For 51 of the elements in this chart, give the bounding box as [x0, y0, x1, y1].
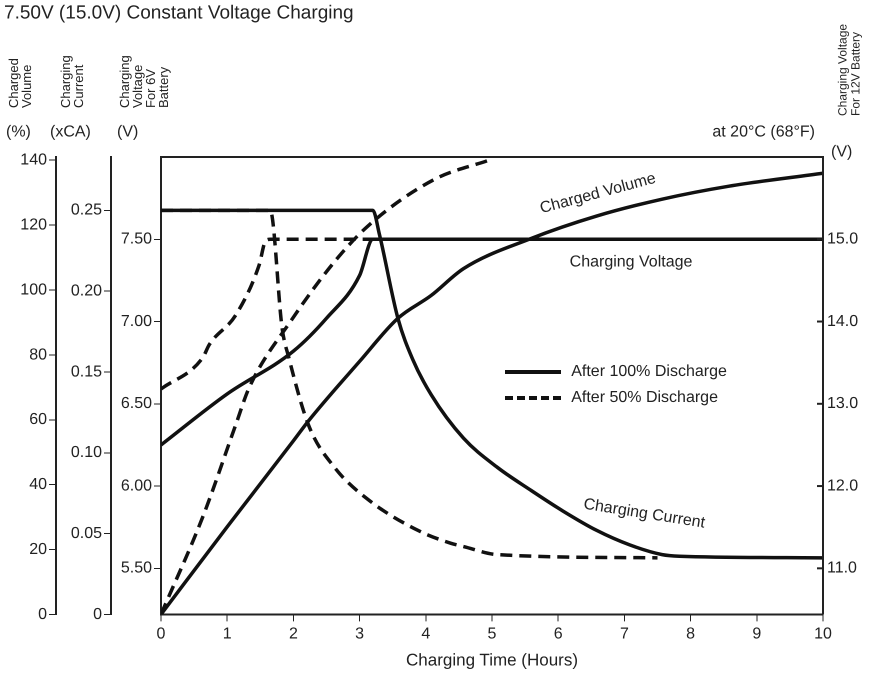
legend-label: After 100% Discharge [571, 362, 727, 381]
text: (xCA) [50, 123, 91, 140]
text: (%) [6, 123, 31, 140]
y3-tick-label: 0.20 [70, 282, 102, 300]
y-tick-label: 6.50 [120, 395, 152, 412]
y3-tick-label: 0.25 [70, 202, 102, 219]
text: (V) [831, 143, 852, 160]
y-tick-label: 7.00 [120, 312, 152, 330]
y2-tick-label: 0 [38, 606, 48, 623]
x-tick-label: 6 [554, 625, 563, 642]
legend-label: After 50% Discharge [571, 388, 718, 407]
annotation: Charged Volume [538, 170, 658, 218]
annotation: Charging Voltage [570, 254, 692, 271]
y3-tick-label: 0.15 [70, 363, 102, 380]
text: 15.0 [827, 230, 858, 248]
y2-tick-label: 80 [29, 346, 48, 364]
x-tick-label: 8 [686, 625, 696, 642]
text: Charging Voltage For 12V Battery [835, 24, 862, 116]
y2-tick-label: 60 [29, 411, 48, 428]
y3-axis-title: Charging Current [58, 55, 86, 108]
x-axis-title: Charging Time (Hours) [406, 650, 578, 670]
text: 11.0 [827, 560, 858, 577]
y2-tick-label: 20 [29, 540, 48, 558]
x-tick-label: 0 [156, 625, 166, 642]
x-tick-label: 7 [620, 625, 629, 642]
text: at 20°C (68°F) [712, 123, 815, 140]
text: (V) [117, 123, 138, 140]
x-tick-label: 3 [355, 625, 364, 642]
y2-axis-title: Charged Volume [6, 58, 34, 108]
x-tick-label: 5 [488, 625, 497, 642]
y-tick-label: 5.50 [120, 560, 152, 577]
y2-tick-label: 100 [20, 281, 48, 298]
x-tick-label: 4 [421, 625, 430, 642]
x-tick-label: 2 [288, 625, 298, 642]
y2-tick-label: 40 [29, 476, 48, 494]
y-tick-label: 6.00 [120, 477, 152, 494]
text: 12.0 [827, 477, 858, 494]
x-tick-label: 10 [814, 625, 832, 642]
text: 13.0 [827, 395, 858, 412]
y2-tick-label: 140 [20, 152, 48, 169]
y3-tick-label: 0.10 [70, 444, 102, 462]
chart-title: 7.50V (15.0V) Constant Voltage Charging [4, 2, 354, 24]
annotation: Charging Current [582, 496, 707, 532]
text: 14.0 [827, 312, 858, 330]
x-tick-label: 9 [752, 625, 762, 642]
y3-tick-label: 0 [93, 606, 102, 623]
y2-tick-label: 120 [20, 216, 48, 234]
x-tick-label: 1 [222, 625, 232, 642]
y3-tick-label: 0.05 [70, 524, 102, 542]
y-tick-label: 7.50 [120, 230, 152, 248]
y-axis-title: Charging Voltage For 6V Battery [117, 55, 172, 108]
